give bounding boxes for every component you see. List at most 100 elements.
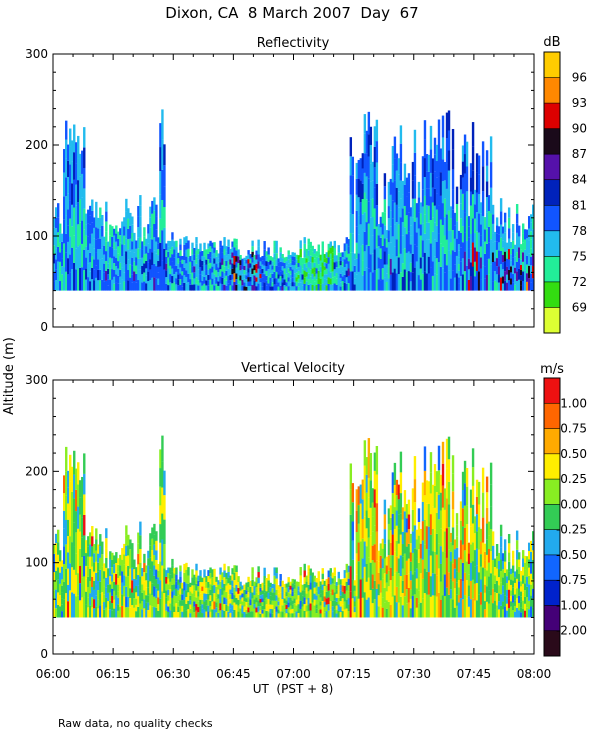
vel-cell [201, 613, 204, 618]
refl-cell [265, 251, 268, 257]
vel-cell [247, 592, 250, 598]
refl-cell [515, 242, 519, 253]
refl-cell [305, 285, 308, 291]
refl-cell [353, 265, 357, 273]
refl-cell [251, 240, 254, 247]
refl-cell [475, 172, 479, 193]
refl-cell [89, 215, 92, 225]
refl-cell [411, 161, 415, 181]
refl-cell [329, 253, 332, 260]
colorbar-swatch [544, 77, 560, 104]
refl-cell [525, 229, 529, 239]
vel-cell [313, 593, 316, 600]
vel-cell [181, 605, 184, 612]
refl-cell [67, 177, 70, 194]
vel-cell [401, 592, 405, 606]
vel-cell [253, 590, 256, 596]
refl-cell [473, 218, 477, 234]
vel-cell [515, 540, 519, 550]
vel-cell [275, 600, 278, 607]
vel-cell [261, 613, 264, 618]
vel-cell [443, 552, 447, 575]
vel-cell [271, 592, 274, 597]
refl-cell [273, 253, 276, 260]
vel-cell [181, 588, 184, 595]
vel-cell [81, 517, 84, 538]
vel-cell [259, 606, 262, 611]
refl-cell [467, 216, 471, 227]
vel-cell [279, 611, 282, 618]
vel-cell [125, 597, 128, 608]
refl-cell [55, 238, 58, 249]
refl-cell [475, 251, 479, 271]
refl-cell [481, 166, 485, 192]
vel-cell [239, 590, 242, 596]
refl-cell [433, 171, 437, 189]
vel-cell [177, 595, 180, 602]
refl-cell [115, 241, 118, 250]
vel-cell [433, 529, 437, 552]
x-tick-label: 06:00 [36, 667, 71, 681]
refl-cell [335, 278, 338, 285]
refl-cell [485, 181, 489, 198]
refl-cell [191, 278, 194, 285]
vel-cell [373, 525, 377, 545]
refl-cell [175, 253, 178, 260]
refl-cell [365, 176, 369, 200]
refl-cell [313, 285, 316, 291]
refl-cell [265, 270, 268, 276]
refl-cell [227, 246, 230, 255]
refl-cell [265, 285, 268, 291]
vel-cell [365, 528, 369, 547]
refl-cell [485, 275, 489, 291]
vel-cell [325, 611, 328, 618]
vel-cell [359, 598, 363, 618]
refl-cell [271, 261, 274, 266]
refl-cell [407, 271, 411, 291]
refl-cell [477, 213, 481, 233]
refl-cell [405, 177, 409, 197]
refl-cell [283, 262, 286, 269]
vel-cell [119, 554, 122, 566]
refl-cell [385, 247, 389, 256]
refl-cell [497, 266, 501, 275]
refl-cell [341, 285, 344, 291]
refl-cell [279, 271, 282, 277]
vel-cell [385, 574, 389, 583]
vel-cell [321, 595, 324, 602]
vel-cell [235, 585, 238, 592]
vel-cell [255, 607, 258, 613]
refl-cell [461, 226, 465, 243]
vel-cell [163, 568, 166, 593]
vel-cell [457, 587, 461, 595]
refl-cell [441, 203, 445, 225]
refl-cell [131, 265, 134, 275]
vel-cell [147, 602, 150, 611]
vel-cell [145, 572, 148, 581]
vel-cell [89, 605, 92, 618]
vel-cell [147, 610, 150, 618]
refl-cell [497, 274, 501, 283]
vel-cell [315, 582, 318, 587]
refl-cell [501, 255, 505, 263]
vel-cell [303, 570, 306, 578]
refl-cell [481, 141, 485, 167]
vel-cell [339, 579, 342, 585]
refl-cell [295, 277, 298, 282]
vel-cell [131, 543, 134, 556]
vel-cell [285, 604, 288, 609]
refl-cell [229, 259, 232, 265]
refl-cell [65, 215, 68, 234]
refl-cell [525, 273, 529, 282]
vel-cell [171, 591, 174, 598]
vel-cell [153, 544, 156, 556]
colorbar-label: 0.00 [560, 497, 587, 511]
vel-cell [117, 610, 120, 618]
refl-cell [171, 261, 174, 269]
vel-cell [179, 582, 182, 589]
vel-cell [383, 602, 387, 618]
vel-cell [147, 565, 150, 573]
refl-cell [365, 222, 369, 245]
refl-cell [517, 225, 521, 237]
